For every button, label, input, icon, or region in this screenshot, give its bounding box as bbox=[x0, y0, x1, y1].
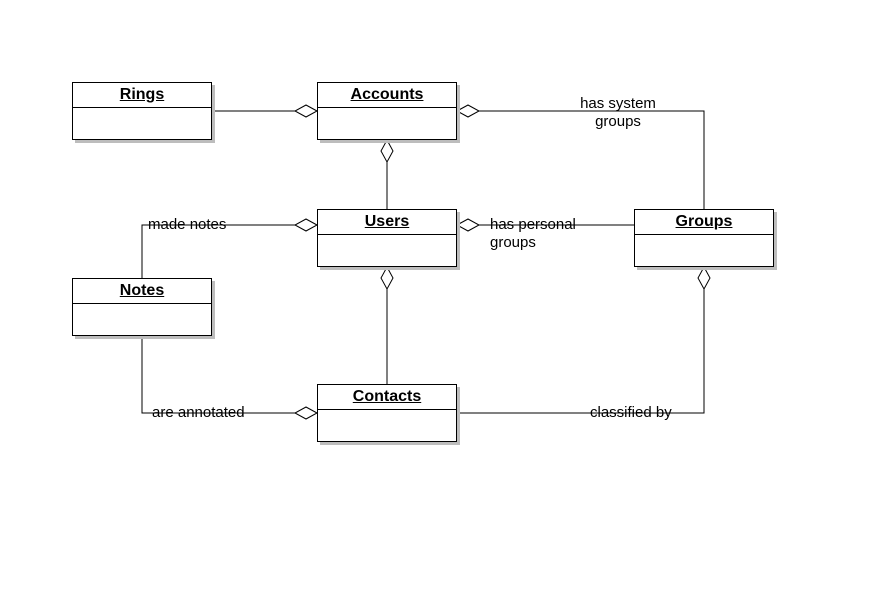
diamond-accounts-users bbox=[381, 140, 393, 162]
class-groups: Groups bbox=[634, 209, 774, 267]
class-notes: Notes bbox=[72, 278, 212, 336]
diamond-users-contacts bbox=[381, 267, 393, 289]
diagram-canvas: Rings Accounts Users Notes Contacts bbox=[0, 0, 883, 611]
diamond-users-groups bbox=[457, 219, 479, 231]
class-users: Users bbox=[317, 209, 457, 267]
diamond-users-notes bbox=[295, 219, 317, 231]
class-accounts-title: Accounts bbox=[318, 83, 456, 108]
class-rings: Rings bbox=[72, 82, 212, 140]
diamond-accounts-rings bbox=[295, 105, 317, 117]
class-users-title: Users bbox=[318, 210, 456, 235]
class-rings-title: Rings bbox=[73, 83, 211, 108]
class-contacts: Contacts bbox=[317, 384, 457, 442]
class-groups-title: Groups bbox=[635, 210, 773, 235]
class-contacts-title: Contacts bbox=[318, 385, 456, 410]
label-has-system-groups: has system groups bbox=[548, 95, 688, 131]
label-are-annotated: are annotated bbox=[152, 404, 245, 422]
edge-groups-contacts bbox=[457, 289, 704, 413]
diamond-groups-contacts bbox=[698, 267, 710, 289]
diamond-contacts-notes bbox=[295, 407, 317, 419]
label-has-personal-groups: has personal groups bbox=[490, 216, 610, 252]
edge-contacts-notes bbox=[142, 336, 295, 413]
diamond-accounts-groups bbox=[457, 105, 479, 117]
class-notes-title: Notes bbox=[73, 279, 211, 304]
class-accounts: Accounts bbox=[317, 82, 457, 140]
label-made-notes: made notes bbox=[148, 216, 226, 234]
label-classified-by: classified by bbox=[590, 404, 672, 422]
